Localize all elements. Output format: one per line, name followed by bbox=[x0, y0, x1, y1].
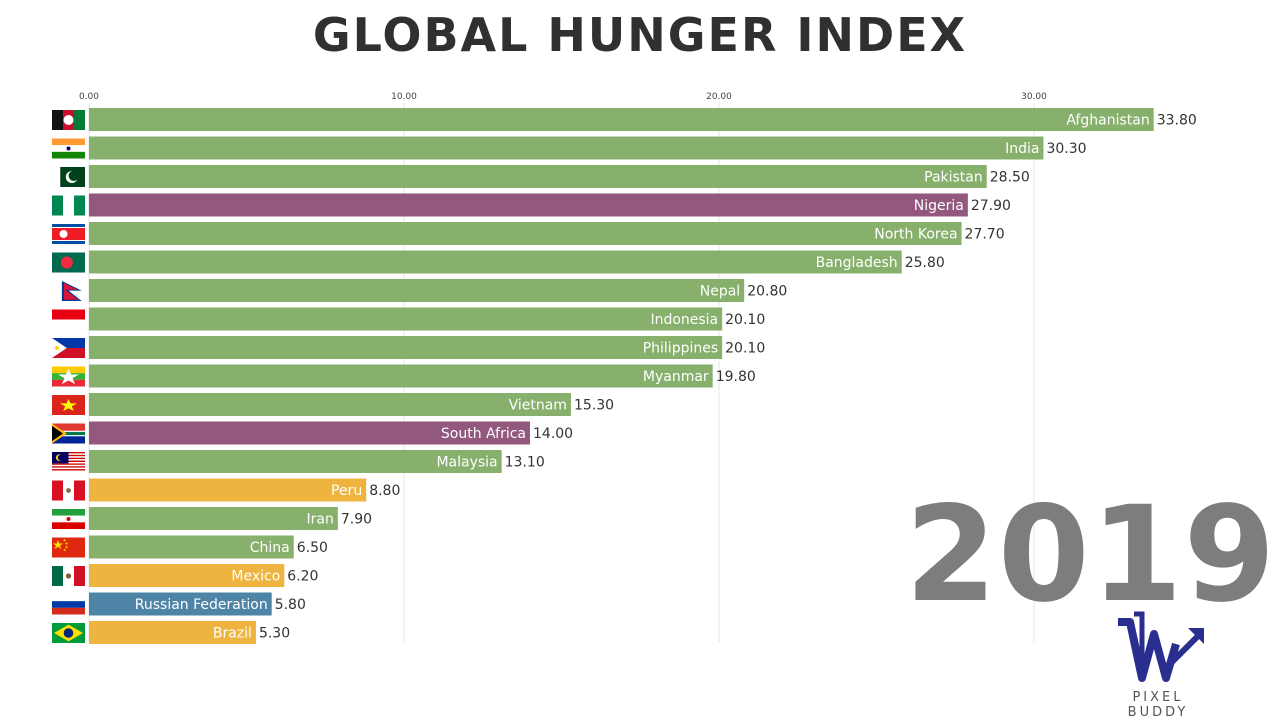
philippines-flag-icon bbox=[52, 338, 85, 358]
bar-value-label: 15.30 bbox=[574, 398, 614, 414]
chart-title: GLOBAL HUNGER INDEX bbox=[312, 8, 968, 62]
nepal-flag-icon bbox=[52, 281, 85, 301]
bar-category-label: Bangladesh bbox=[816, 255, 898, 271]
bar-value-label: 5.80 bbox=[275, 597, 306, 613]
bar-value-label: 13.10 bbox=[505, 455, 545, 471]
bar-category-label: China bbox=[250, 540, 290, 556]
bar-value-label: 27.70 bbox=[965, 227, 1005, 243]
bar-category-label: Malaysia bbox=[436, 455, 497, 471]
bar-category-label: Afghanistan bbox=[1066, 113, 1149, 129]
bar bbox=[89, 535, 294, 559]
bar-category-label: Iran bbox=[307, 512, 334, 528]
bar-category-label: Brazil bbox=[213, 626, 252, 642]
peru-flag-icon bbox=[52, 480, 85, 501]
bar bbox=[89, 421, 530, 445]
bar-value-label: 20.80 bbox=[747, 284, 787, 300]
bar bbox=[89, 621, 256, 644]
iran-flag-icon bbox=[52, 509, 85, 529]
malaysia-flag-icon bbox=[52, 452, 85, 472]
afghanistan-flag-icon bbox=[52, 110, 85, 130]
bar-value-label: 20.10 bbox=[725, 312, 765, 328]
bar-category-label: Vietnam bbox=[509, 398, 567, 414]
bar-category-label: Peru bbox=[331, 483, 362, 499]
bar-category-label: Philippines bbox=[643, 341, 718, 357]
bar bbox=[89, 336, 723, 359]
bar-value-label: 30.30 bbox=[1046, 141, 1086, 157]
tick-label: 30.00 bbox=[1021, 92, 1047, 102]
bar-category-label: North Korea bbox=[874, 227, 957, 243]
china-flag-icon bbox=[52, 537, 85, 558]
bar-value-label: 25.80 bbox=[905, 255, 945, 271]
bar-category-label: Nepal bbox=[700, 284, 740, 300]
bar-value-label: 19.80 bbox=[716, 369, 756, 385]
bar bbox=[89, 507, 338, 530]
bar-value-label: 20.10 bbox=[725, 341, 765, 357]
bangladesh-flag-icon bbox=[52, 252, 85, 273]
bar bbox=[89, 307, 723, 331]
india-flag-icon bbox=[52, 138, 85, 159]
bar-category-label: Indonesia bbox=[650, 312, 718, 328]
bar-value-label: 8.80 bbox=[369, 483, 400, 499]
bar-category-label: South Africa bbox=[441, 426, 526, 442]
vietnam-flag-icon bbox=[52, 395, 85, 415]
bar bbox=[89, 564, 285, 587]
bar bbox=[89, 136, 1044, 160]
mexico-flag-icon bbox=[52, 566, 85, 586]
bar-value-label: 6.50 bbox=[297, 540, 328, 556]
bar-value-label: 14.00 bbox=[533, 426, 573, 442]
tick-label: 0.00 bbox=[79, 92, 99, 102]
bar-value-label: 6.20 bbox=[287, 569, 318, 585]
bar-value-label: 28.50 bbox=[990, 170, 1030, 186]
bar-category-label: Pakistan bbox=[924, 170, 983, 186]
brazil-flag-icon bbox=[52, 623, 85, 643]
bar bbox=[89, 193, 968, 217]
year-label: 2019 bbox=[905, 478, 1277, 632]
russia-flag-icon bbox=[52, 594, 85, 615]
bar bbox=[89, 592, 272, 616]
bar-value-label: 7.90 bbox=[341, 512, 372, 528]
bar bbox=[89, 393, 571, 416]
tick-label: 10.00 bbox=[391, 92, 417, 102]
myanmar-flag-icon bbox=[52, 366, 85, 387]
bar-value-label: 27.90 bbox=[971, 198, 1011, 214]
bar bbox=[89, 279, 745, 302]
bar-value-label: 33.80 bbox=[1157, 113, 1197, 129]
pixel-buddy-logo-icon bbox=[1118, 611, 1204, 682]
bar bbox=[89, 222, 962, 245]
bar bbox=[89, 250, 902, 274]
nigeria-flag-icon bbox=[52, 195, 85, 216]
tick-label: 20.00 bbox=[706, 92, 732, 102]
south-africa-flag-icon bbox=[52, 423, 85, 444]
bar-category-label: Russian Federation bbox=[135, 597, 268, 613]
bar-category-label: Nigeria bbox=[914, 198, 964, 214]
brand-name: PIXEL BUDDY bbox=[1127, 690, 1189, 720]
bar bbox=[89, 165, 987, 188]
bar bbox=[89, 364, 713, 388]
pakistan-flag-icon bbox=[52, 167, 85, 187]
north-korea-flag-icon bbox=[52, 224, 85, 244]
bar-category-label: Mexico bbox=[231, 569, 280, 585]
bar-category-label: India bbox=[1005, 141, 1039, 157]
bar-value-label: 5.30 bbox=[259, 626, 290, 642]
bar bbox=[89, 478, 367, 502]
bar-category-label: Myanmar bbox=[643, 369, 709, 385]
bar bbox=[89, 108, 1154, 131]
bar bbox=[89, 450, 502, 473]
indonesia-flag-icon bbox=[52, 309, 85, 330]
